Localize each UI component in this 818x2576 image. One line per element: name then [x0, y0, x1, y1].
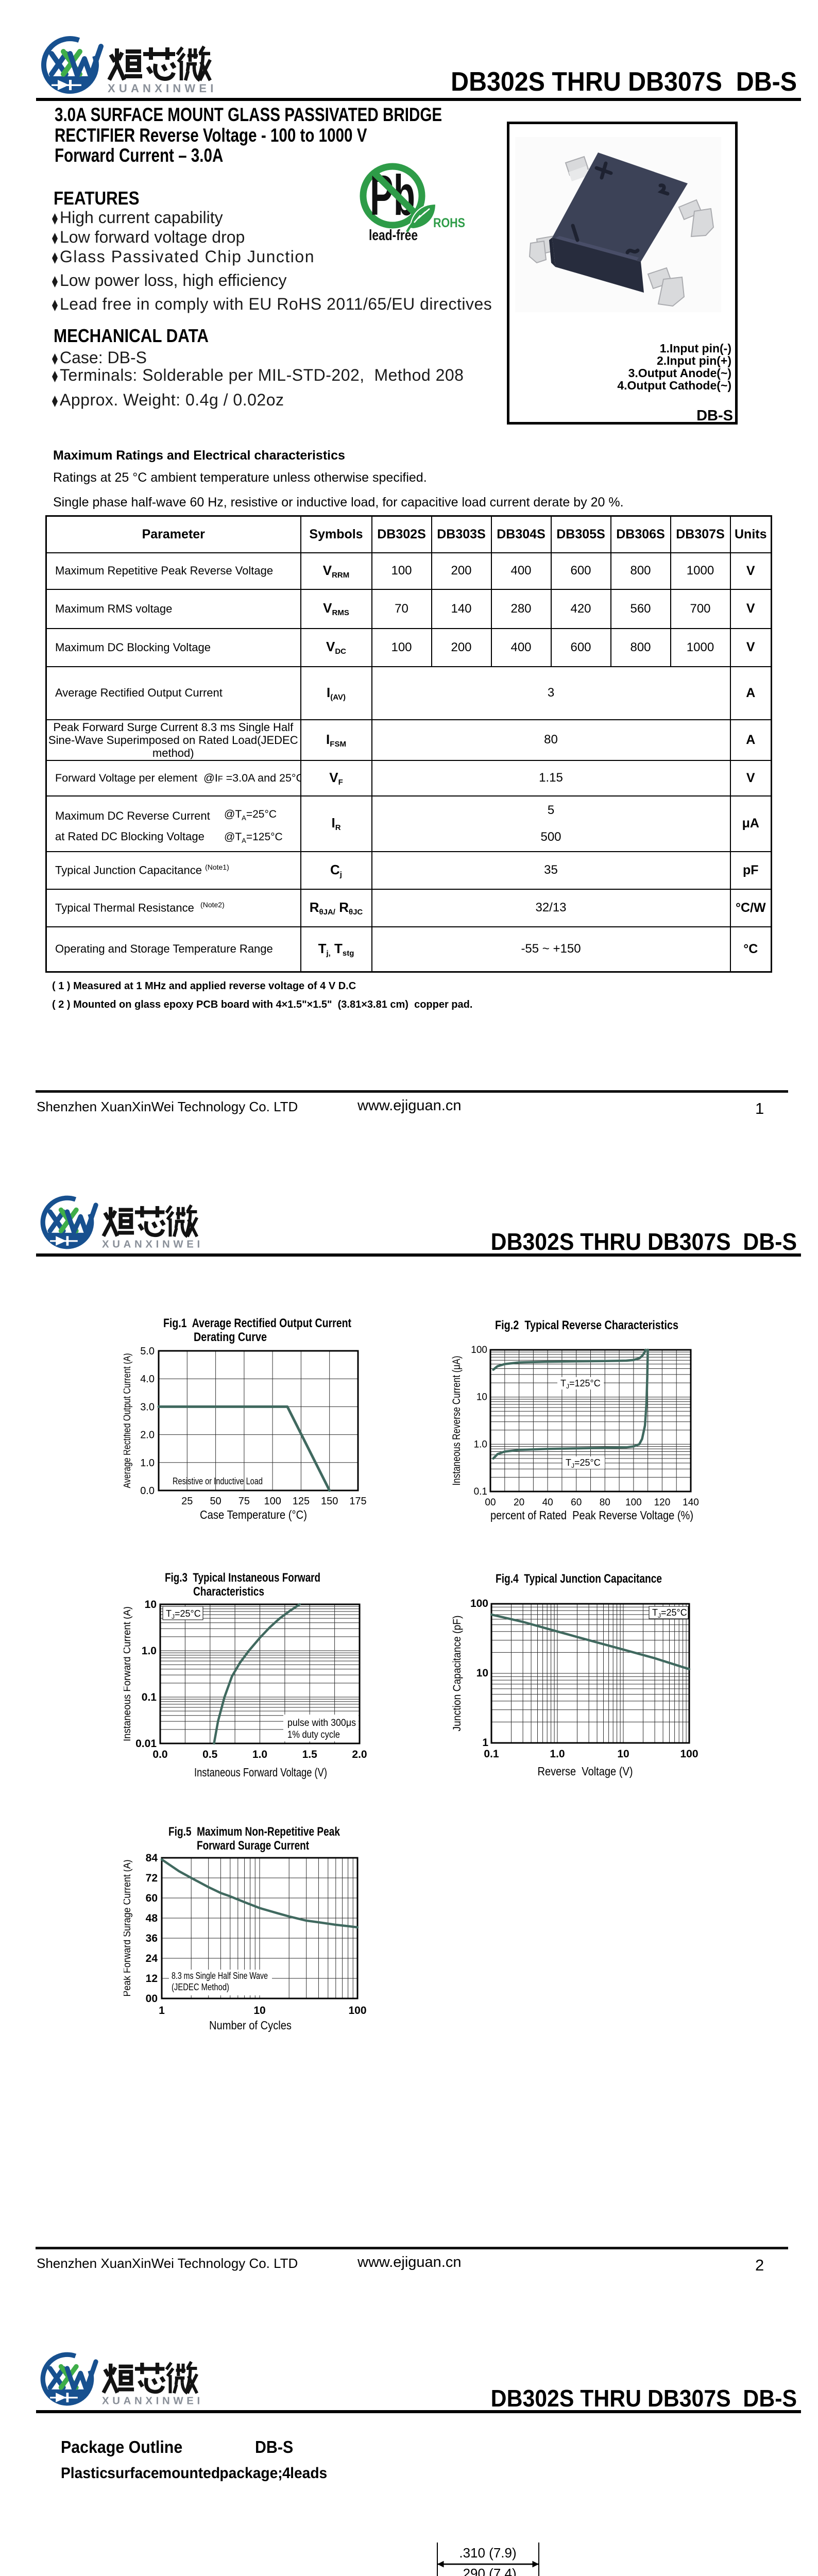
svg-text:TJ=25°C: TJ=25°C — [166, 1608, 201, 1620]
svg-text:1.0: 1.0 — [142, 1645, 157, 1657]
svg-text:125: 125 — [293, 1496, 310, 1507]
svg-text:1.0: 1.0 — [252, 1749, 267, 1760]
svg-text:1: 1 — [482, 1737, 488, 1749]
svg-text:0.0: 0.0 — [152, 1749, 167, 1760]
svg-text:TJ=125°C: TJ=125°C — [560, 1378, 601, 1390]
svg-text:ROHS: ROHS — [433, 216, 465, 230]
svg-text:TJ=25°C: TJ=25°C — [652, 1607, 687, 1619]
svg-text:Average Rectified Output Curre: Average Rectified Output Current (A) — [124, 1353, 133, 1488]
svg-text:Number of Cycles: Number of Cycles — [209, 2019, 292, 2032]
svg-text:XUANXINWEI: XUANXINWEI — [108, 82, 217, 95]
svg-text:100: 100 — [680, 1748, 698, 1760]
svg-text:Fig.1 Average Rectified Outpu: Fig.1 Average Rectified Output Current — [163, 1316, 351, 1330]
svg-text:24: 24 — [146, 1953, 158, 1964]
svg-text:140: 140 — [683, 1497, 699, 1508]
svg-text:80: 80 — [600, 1497, 610, 1508]
svg-text:175: 175 — [349, 1496, 366, 1507]
svg-text:72: 72 — [146, 1872, 158, 1884]
svg-text:Derating Curve: Derating Curve — [194, 1330, 267, 1344]
svg-text:120: 120 — [654, 1497, 671, 1508]
svg-text:48: 48 — [146, 1912, 158, 1924]
svg-text:XUANXINWEI: XUANXINWEI — [102, 2396, 203, 2407]
svg-text:10: 10 — [476, 1667, 488, 1679]
svg-text:Instaneous Forward Voltage (V): Instaneous Forward Voltage (V) — [194, 1766, 327, 1779]
svg-text:Characteristics: Characteristics — [193, 1585, 264, 1599]
svg-text:75: 75 — [238, 1496, 250, 1507]
svg-text:00: 00 — [485, 1497, 496, 1508]
svg-text:Fig.3 Typical Instaneous Forw: Fig.3 Typical Instaneous Forward — [165, 1571, 320, 1585]
svg-text:1% duty cycle: 1% duty cycle — [287, 1730, 340, 1740]
svg-text:pulse with 300μs: pulse with 300μs — [287, 1718, 356, 1728]
svg-text:1.0: 1.0 — [140, 1458, 155, 1469]
svg-text:60: 60 — [146, 1892, 158, 1904]
svg-text:Instaneous Forward Current (A): Instaneous Forward Current (A) — [124, 1606, 133, 1741]
svg-text:Peak Forward Surage Current (A: Peak Forward Surage Current (A) — [124, 1860, 133, 1997]
svg-text:Fig.4 Typical Junction Capaci: Fig.4 Typical Junction Capacitance — [496, 1572, 662, 1586]
svg-text:0.0: 0.0 — [140, 1485, 155, 1497]
svg-text:(JEDEC Method): (JEDEC Method) — [172, 1982, 229, 1992]
svg-text:Fig.5 Maximum Non-Repetitive: Fig.5 Maximum Non-Repetitive Peak — [168, 1825, 340, 1839]
svg-text:Resistive or Inductive Load: Resistive or Inductive Load — [173, 1476, 263, 1486]
svg-text:0.1: 0.1 — [484, 1748, 499, 1760]
svg-text:100: 100 — [625, 1497, 642, 1508]
svg-text:100: 100 — [471, 1345, 487, 1355]
svg-text:.310 (7.9): .310 (7.9) — [459, 2545, 516, 2561]
svg-text:100: 100 — [470, 1598, 488, 1609]
svg-text:0.01: 0.01 — [135, 1738, 157, 1750]
svg-text:10: 10 — [617, 1748, 629, 1760]
svg-text:84: 84 — [146, 1852, 158, 1864]
svg-text:Case Temperature (°C): Case Temperature (°C) — [200, 1508, 307, 1521]
svg-text:2.0: 2.0 — [352, 1749, 367, 1760]
svg-text:40: 40 — [542, 1497, 553, 1508]
svg-text:Junction Capacitance (pF): Junction Capacitance (pF) — [451, 1616, 463, 1732]
svg-text:2.0: 2.0 — [140, 1430, 155, 1441]
svg-text:1.0: 1.0 — [550, 1748, 565, 1760]
svg-text:0.1: 0.1 — [474, 1486, 487, 1497]
svg-text:36: 36 — [146, 1933, 158, 1944]
svg-text:Fig.2 Typical Reverse Charact: Fig.2 Typical Reverse Characteristics — [495, 1318, 678, 1332]
svg-text:1: 1 — [159, 2005, 165, 2016]
svg-text:Forward Surage Current: Forward Surage Current — [197, 1839, 309, 1853]
svg-text:10: 10 — [476, 1392, 487, 1403]
svg-text:1.5: 1.5 — [302, 1749, 318, 1760]
svg-text:Reverse Voltage (V): Reverse Voltage (V) — [538, 1765, 633, 1778]
svg-text:lead-free: lead-free — [369, 227, 418, 243]
svg-text:8.3 ms Single Half Sine Wave: 8.3 ms Single Half Sine Wave — [172, 1971, 268, 1981]
svg-text:150: 150 — [321, 1496, 338, 1507]
svg-text:25: 25 — [181, 1496, 193, 1507]
svg-text:10: 10 — [253, 2005, 265, 2016]
svg-text:100: 100 — [348, 2005, 366, 2016]
svg-text:1.0: 1.0 — [474, 1439, 487, 1450]
svg-text:XUANXINWEI: XUANXINWEI — [102, 1239, 203, 1250]
svg-text:4.0: 4.0 — [140, 1374, 155, 1385]
svg-text:.290 (7.4): .290 (7.4) — [459, 2566, 516, 2576]
svg-text:10: 10 — [145, 1599, 157, 1611]
svg-text:5.0: 5.0 — [140, 1346, 155, 1357]
svg-text:3.0: 3.0 — [140, 1401, 155, 1413]
svg-text:percent of Rated Peak Reverse: percent of Rated Peak Reverse Voltage (%… — [490, 1509, 693, 1522]
svg-text:TJ=25°C: TJ=25°C — [566, 1458, 601, 1469]
svg-text:0.5: 0.5 — [202, 1749, 218, 1760]
svg-text:60: 60 — [571, 1497, 582, 1508]
svg-text:100: 100 — [264, 1496, 281, 1507]
svg-text:12: 12 — [146, 1973, 158, 1985]
svg-text:50: 50 — [210, 1496, 221, 1507]
svg-text:20: 20 — [514, 1497, 524, 1508]
svg-text:Instaneous Reverse Current (μA: Instaneous Reverse Current (μA) — [451, 1356, 463, 1486]
svg-text:00: 00 — [146, 1993, 158, 2005]
svg-text:0.1: 0.1 — [142, 1691, 157, 1703]
